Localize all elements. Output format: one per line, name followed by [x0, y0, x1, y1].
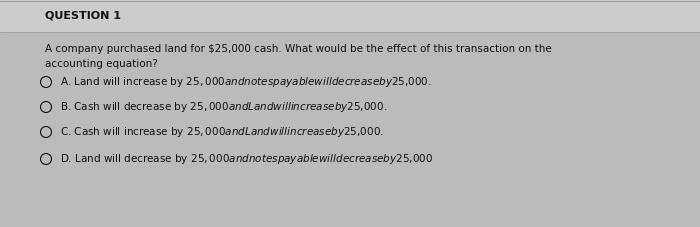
Text: D. Land will decrease by $25,000 and notes payable will decrease by $25,000: D. Land will decrease by $25,000 and not… — [60, 152, 433, 166]
Text: B. Cash will decrease by $25,000 and Land will increase by $25,000.: B. Cash will decrease by $25,000 and Lan… — [60, 100, 387, 114]
Text: QUESTION 1: QUESTION 1 — [45, 11, 121, 21]
Text: A. Land will increase by $25,000 and notes payable will decrease by $25,000.: A. Land will increase by $25,000 and not… — [60, 75, 432, 89]
Text: A company purchased land for $25,000 cash. What would be the effect of this tran: A company purchased land for $25,000 cas… — [45, 44, 552, 69]
Bar — [0, 0, 700, 32]
Text: C. Cash will increase by $25,000 and Land will increase by $25,000.: C. Cash will increase by $25,000 and Lan… — [60, 125, 384, 139]
